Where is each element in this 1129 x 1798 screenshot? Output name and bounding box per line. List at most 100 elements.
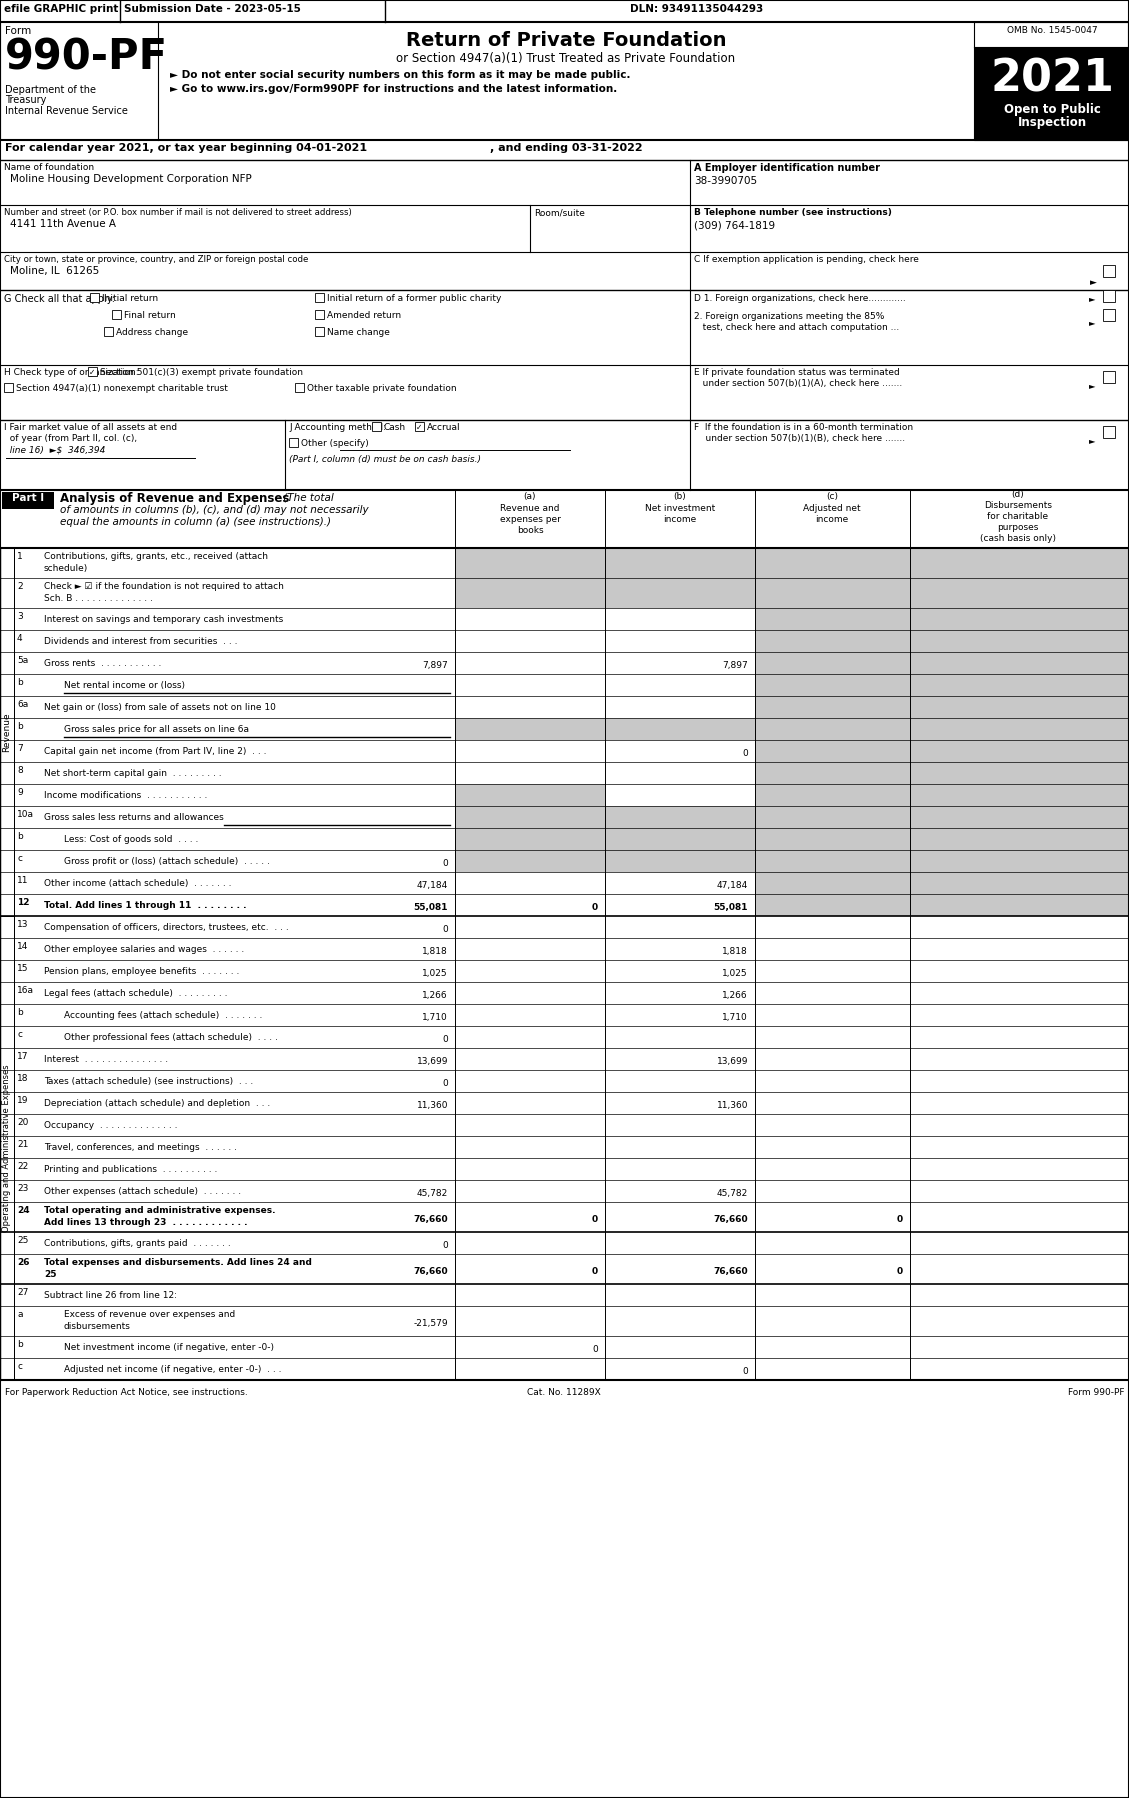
Text: Analysis of Revenue and Expenses: Analysis of Revenue and Expenses <box>60 493 289 505</box>
Text: G Check all that apply:: G Check all that apply: <box>5 295 115 304</box>
Text: Net short-term capital gain  . . . . . . . . .: Net short-term capital gain . . . . . . … <box>44 770 221 779</box>
Bar <box>1103 426 1115 439</box>
Text: Other employee salaries and wages  . . . . . .: Other employee salaries and wages . . . … <box>44 946 244 955</box>
Text: 47,184: 47,184 <box>717 881 749 890</box>
Bar <box>415 423 425 432</box>
Text: 0: 0 <box>742 1366 749 1375</box>
Text: Interest on savings and temporary cash investments: Interest on savings and temporary cash i… <box>44 615 283 624</box>
Text: 0: 0 <box>592 903 598 912</box>
Text: 2021: 2021 <box>990 58 1114 101</box>
Text: ✓: ✓ <box>415 423 422 432</box>
Text: City or town, state or province, country, and ZIP or foreign postal code: City or town, state or province, country… <box>5 255 308 264</box>
Text: 0: 0 <box>443 1241 448 1250</box>
Text: 21: 21 <box>17 1140 28 1149</box>
Text: ►: ► <box>1089 381 1095 390</box>
Text: Occupancy  . . . . . . . . . . . . . .: Occupancy . . . . . . . . . . . . . . <box>44 1120 177 1129</box>
Text: ►: ► <box>1089 318 1095 327</box>
Text: ►: ► <box>1089 279 1097 288</box>
Text: 38-3990705: 38-3990705 <box>694 176 758 185</box>
Bar <box>0 915 14 1381</box>
Text: b: b <box>17 723 23 732</box>
Text: Contributions, gifts, grants paid  . . . . . . .: Contributions, gifts, grants paid . . . … <box>44 1239 230 1248</box>
Text: 2. Foreign organizations meeting the 85%: 2. Foreign organizations meeting the 85% <box>694 313 884 322</box>
Text: Total. Add lines 1 through 11  . . . . . . . .: Total. Add lines 1 through 11 . . . . . … <box>44 901 246 910</box>
Bar <box>755 629 1129 653</box>
Text: ► Do not enter social security numbers on this form as it may be made public.: ► Do not enter social security numbers o… <box>170 70 630 79</box>
Text: 1,710: 1,710 <box>723 1012 749 1021</box>
Text: Name of foundation: Name of foundation <box>5 164 94 173</box>
Text: 9: 9 <box>17 788 23 797</box>
Text: 55,081: 55,081 <box>413 903 448 912</box>
Text: Taxes (attach schedule) (see instructions)  . . .: Taxes (attach schedule) (see instruction… <box>44 1077 253 1086</box>
Text: Number and street (or P.O. box number if mail is not delivered to street address: Number and street (or P.O. box number if… <box>5 209 352 218</box>
Text: C If exemption application is pending, check here: C If exemption application is pending, c… <box>694 255 919 264</box>
Text: Disbursements: Disbursements <box>984 502 1052 511</box>
Text: F  If the foundation is in a 60-month termination: F If the foundation is in a 60-month ter… <box>694 423 913 432</box>
Text: c: c <box>17 854 21 863</box>
Text: a: a <box>17 1311 23 1320</box>
Text: 1,818: 1,818 <box>723 948 749 957</box>
Text: Other (specify): Other (specify) <box>301 439 369 448</box>
Text: Revenue: Revenue <box>2 712 11 752</box>
Bar <box>755 850 1129 872</box>
Text: A Employer identification number: A Employer identification number <box>694 164 879 173</box>
Text: 55,081: 55,081 <box>714 903 749 912</box>
Bar <box>158 22 974 140</box>
Text: 0: 0 <box>593 1345 598 1354</box>
Text: Amended return: Amended return <box>327 311 401 320</box>
Bar <box>755 894 1129 915</box>
Text: 11: 11 <box>17 876 28 885</box>
Bar <box>605 850 755 872</box>
Text: schedule): schedule) <box>44 565 88 574</box>
Text: expenses per: expenses per <box>499 514 560 523</box>
Text: For calendar year 2021, or tax year beginning 04-01-2021: For calendar year 2021, or tax year begi… <box>5 144 367 153</box>
Text: under section 507(b)(1)(A), check here .......: under section 507(b)(1)(A), check here .… <box>694 379 902 388</box>
Text: 0: 0 <box>896 1215 903 1224</box>
Text: DLN: 93491135044293: DLN: 93491135044293 <box>630 4 763 14</box>
Text: Submission Date - 2023-05-15: Submission Date - 2023-05-15 <box>124 4 300 14</box>
Text: 6a: 6a <box>17 699 28 708</box>
Text: (309) 764-1819: (309) 764-1819 <box>694 219 776 230</box>
Bar <box>605 806 755 829</box>
Text: Net investment income (if negative, enter -0-): Net investment income (if negative, ente… <box>64 1343 274 1352</box>
Text: of amounts in columns (b), (c), and (d) may not necessarily: of amounts in columns (b), (c), and (d) … <box>60 505 369 514</box>
Text: Return of Private Foundation: Return of Private Foundation <box>405 31 726 50</box>
Text: 25: 25 <box>17 1235 28 1244</box>
Text: Income modifications  . . . . . . . . . . .: Income modifications . . . . . . . . . .… <box>44 791 208 800</box>
Bar <box>755 741 1129 762</box>
Bar <box>755 696 1129 717</box>
Bar <box>1103 264 1115 277</box>
Text: E If private foundation status was terminated: E If private foundation status was termi… <box>694 369 900 378</box>
Text: 3: 3 <box>17 611 23 620</box>
Bar <box>5 383 14 392</box>
Text: Printing and publications  . . . . . . . . . .: Printing and publications . . . . . . . … <box>44 1165 218 1174</box>
Text: 0: 0 <box>443 924 448 933</box>
Bar <box>755 717 1129 741</box>
Text: 15: 15 <box>17 964 28 973</box>
Bar <box>755 548 1129 577</box>
Text: Travel, conferences, and meetings  . . . . . .: Travel, conferences, and meetings . . . … <box>44 1144 237 1153</box>
Text: Open to Public: Open to Public <box>1004 102 1101 117</box>
Bar <box>755 806 1129 829</box>
Bar <box>974 22 1129 140</box>
Text: Compensation of officers, directors, trustees, etc.  . . .: Compensation of officers, directors, tru… <box>44 922 289 931</box>
Text: (d): (d) <box>1012 491 1024 500</box>
Text: 7,897: 7,897 <box>723 662 749 671</box>
Text: Cash: Cash <box>384 423 406 432</box>
Bar <box>1103 370 1115 383</box>
Text: ► Go to www.irs.gov/Form990PF for instructions and the latest information.: ► Go to www.irs.gov/Form990PF for instru… <box>170 85 618 93</box>
Text: 12: 12 <box>17 897 29 906</box>
Text: Other taxable private foundation: Other taxable private foundation <box>307 385 456 394</box>
Text: Department of the: Department of the <box>5 85 96 95</box>
Text: Revenue and: Revenue and <box>500 503 560 512</box>
Text: 76,660: 76,660 <box>714 1268 749 1277</box>
Text: Cat. No. 11289X: Cat. No. 11289X <box>527 1388 601 1397</box>
Text: 19: 19 <box>17 1097 28 1106</box>
Bar <box>295 383 304 392</box>
Text: (a): (a) <box>524 493 536 502</box>
Text: Total expenses and disbursements. Add lines 24 and: Total expenses and disbursements. Add li… <box>44 1259 312 1268</box>
Text: 25: 25 <box>44 1269 56 1278</box>
Text: 24: 24 <box>17 1206 29 1215</box>
Bar <box>2 493 54 509</box>
Text: Address change: Address change <box>116 327 189 336</box>
